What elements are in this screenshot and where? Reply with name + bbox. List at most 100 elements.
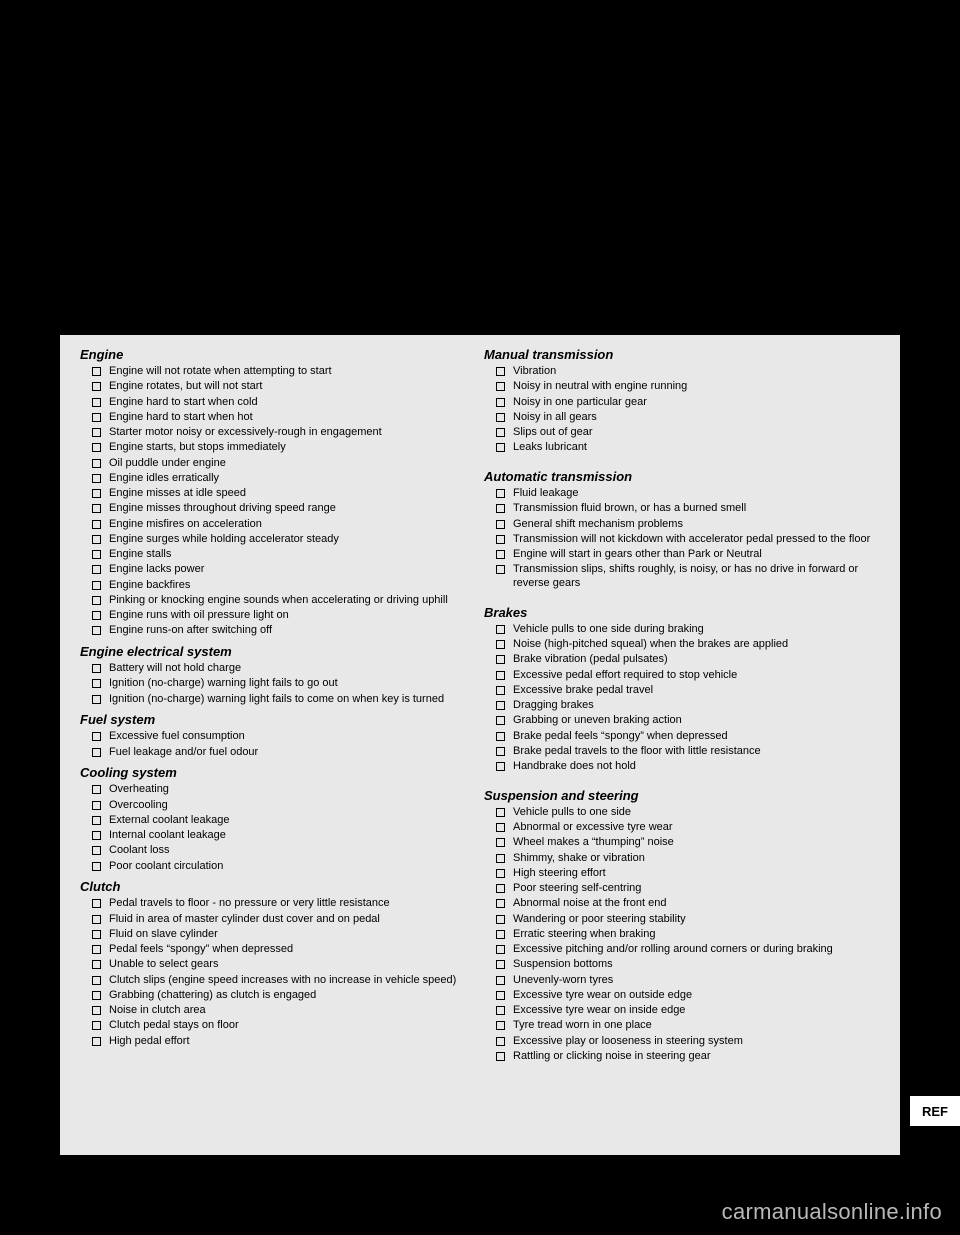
checklist-item: Overheating [80, 783, 476, 797]
checklist-item: Engine misfires on acceleration [80, 518, 476, 532]
item-text: Engine idles erratically [109, 472, 219, 486]
checkbox-icon [92, 801, 101, 810]
checklist-item: Engine misses at idle speed [80, 487, 476, 501]
checklist-item: Engine will start in gears other than Pa… [484, 548, 880, 562]
item-text: Noisy in one particular gear [513, 396, 647, 410]
item-text: Internal coolant leakage [109, 829, 226, 843]
checklist-item: Engine idles erratically [80, 472, 476, 486]
item-text: Grabbing or uneven braking action [513, 714, 682, 728]
item-text: Ignition (no-charge) warning light fails… [109, 677, 338, 691]
item-text: Engine hard to start when hot [109, 411, 253, 425]
checklist-item: Excessive tyre wear on inside edge [484, 1004, 880, 1018]
item-text: Excessive fuel consumption [109, 730, 245, 744]
checklist-item: Engine backfires [80, 579, 476, 593]
checkbox-icon [496, 930, 505, 939]
checklist-item: Ignition (no-charge) warning light fails… [80, 677, 476, 691]
checklist-item: Fuel leakage and/or fuel odour [80, 746, 476, 760]
checkbox-icon [92, 611, 101, 620]
checkbox-icon [496, 382, 505, 391]
checkbox-icon [496, 565, 505, 574]
item-text: Excessive tyre wear on inside edge [513, 1004, 685, 1018]
item-text: General shift mechanism problems [513, 518, 683, 532]
item-text: Grabbing (chattering) as clutch is engag… [109, 989, 316, 1003]
item-text: Engine surges while holding accelerator … [109, 533, 339, 547]
item-text: Excessive tyre wear on outside edge [513, 989, 692, 1003]
checkbox-icon [496, 1006, 505, 1015]
checkbox-icon [496, 520, 505, 529]
checkbox-icon [92, 945, 101, 954]
checkbox-icon [496, 367, 505, 376]
item-text: Fluid leakage [513, 487, 578, 501]
checkbox-icon [92, 474, 101, 483]
checklist-item: Brake vibration (pedal pulsates) [484, 653, 880, 667]
section-title: Manual transmission [484, 347, 880, 362]
item-text: Fuel leakage and/or fuel odour [109, 746, 258, 760]
item-text: Poor steering self-centring [513, 882, 641, 896]
checklist-item: Unevenly-worn tyres [484, 974, 880, 988]
checkbox-icon [92, 1006, 101, 1015]
checkbox-icon [92, 504, 101, 513]
checkbox-icon [496, 701, 505, 710]
checkbox-icon [496, 398, 505, 407]
checkbox-icon [496, 960, 505, 969]
checklist-item: Noisy in neutral with engine running [484, 380, 880, 394]
checklist-item: Rattling or clicking noise in steering g… [484, 1050, 880, 1064]
checkbox-icon [496, 945, 505, 954]
item-text: Noisy in neutral with engine running [513, 380, 687, 394]
checkbox-icon [92, 550, 101, 559]
checklist-item: Vehicle pulls to one side during braking [484, 623, 880, 637]
section-title: Brakes [484, 605, 880, 620]
checkbox-icon [496, 747, 505, 756]
item-text: Excessive pitching and/or rolling around… [513, 943, 833, 957]
item-text: Poor coolant circulation [109, 860, 223, 874]
checklist-item: Noisy in all gears [484, 411, 880, 425]
item-text: Excessive play or looseness in steering … [513, 1035, 743, 1049]
checklist-item: Engine will not rotate when attempting t… [80, 365, 476, 379]
checklist-item: External coolant leakage [80, 814, 476, 828]
item-text: Overheating [109, 783, 169, 797]
item-text: Noise (high-pitched squeal) when the bra… [513, 638, 788, 652]
checklist-item: Excessive fuel consumption [80, 730, 476, 744]
checklist-item: Dragging brakes [484, 699, 880, 713]
item-text: Pedal travels to floor - no pressure or … [109, 897, 390, 911]
checklist-item: Engine runs with oil pressure light on [80, 609, 476, 623]
checklist-item: General shift mechanism problems [484, 518, 880, 532]
item-text: Pinking or knocking engine sounds when a… [109, 594, 448, 608]
checklist-item: Fluid leakage [484, 487, 880, 501]
item-text: High pedal effort [109, 1035, 190, 1049]
checklist-item: Engine runs-on after switching off [80, 624, 476, 638]
item-text: Fluid in area of master cylinder dust co… [109, 913, 380, 927]
item-text: Brake pedal feels “spongy” when depresse… [513, 730, 728, 744]
checkbox-icon [496, 854, 505, 863]
checklist-item: Brake pedal feels “spongy” when depresse… [484, 730, 880, 744]
checkbox-icon [92, 413, 101, 422]
item-text: Unable to select gears [109, 958, 218, 972]
checklist-item: Engine hard to start when hot [80, 411, 476, 425]
checkbox-icon [92, 398, 101, 407]
checklist-item: Vibration [484, 365, 880, 379]
item-text: Vibration [513, 365, 556, 379]
checkbox-icon [496, 838, 505, 847]
checklist-item: Handbrake does not hold [484, 760, 880, 774]
checkbox-icon [92, 785, 101, 794]
section-title: Engine electrical system [80, 644, 476, 659]
checkbox-icon [92, 626, 101, 635]
checkbox-icon [496, 808, 505, 817]
item-text: Handbrake does not hold [513, 760, 636, 774]
checklist-item: Shimmy, shake or vibration [484, 852, 880, 866]
item-text: Erratic steering when braking [513, 928, 655, 942]
checkbox-icon [92, 1021, 101, 1030]
checklist-item: Unable to select gears [80, 958, 476, 972]
checkbox-icon [496, 762, 505, 771]
checklist-item: Leaks lubricant [484, 441, 880, 455]
checkbox-icon [92, 732, 101, 741]
item-text: Brake vibration (pedal pulsates) [513, 653, 668, 667]
left-column: EngineEngine will not rotate when attemp… [80, 347, 476, 1143]
section-title: Fuel system [80, 712, 476, 727]
item-text: Engine runs with oil pressure light on [109, 609, 289, 623]
checkbox-icon [496, 1052, 505, 1061]
checklist-item: Engine surges while holding accelerator … [80, 533, 476, 547]
item-text: Noisy in all gears [513, 411, 597, 425]
item-text: Abnormal noise at the front end [513, 897, 666, 911]
checklist-item: Excessive pedal effort required to stop … [484, 669, 880, 683]
